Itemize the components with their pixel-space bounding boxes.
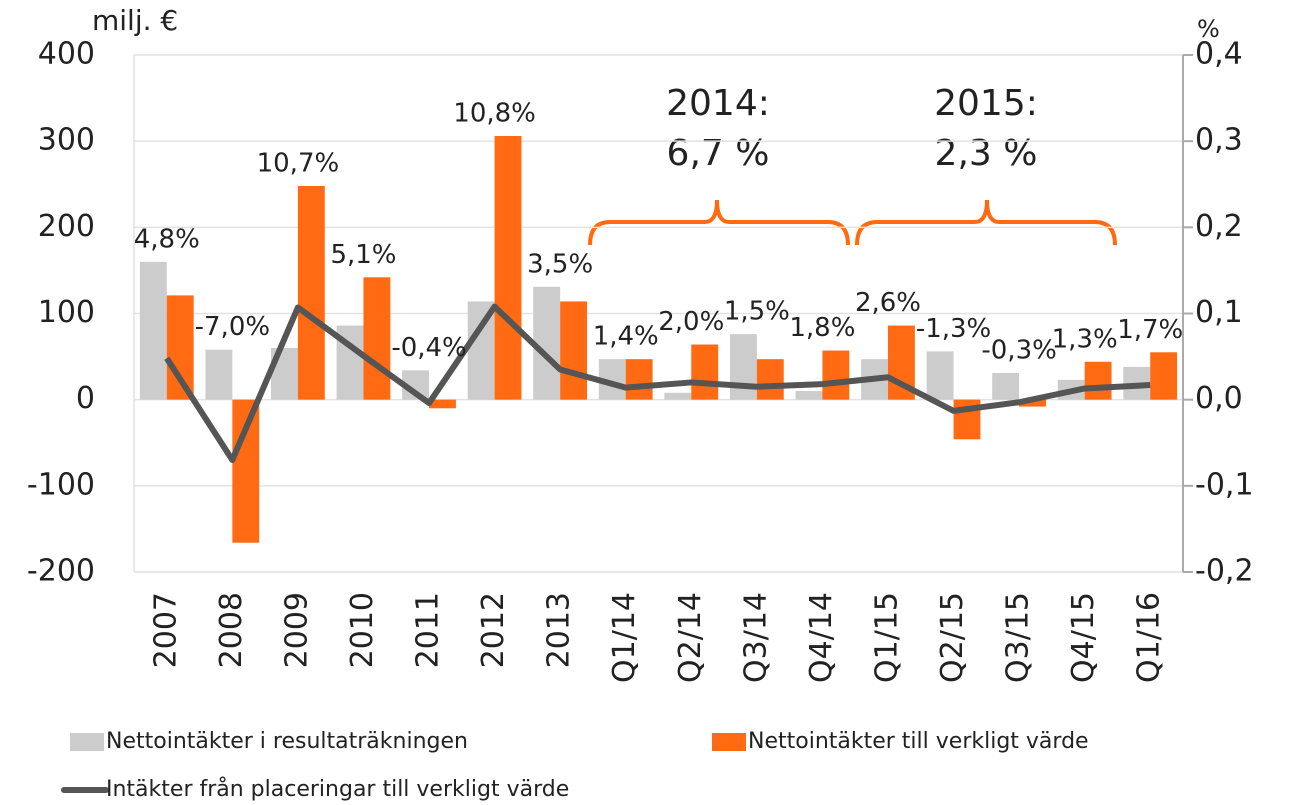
bar bbox=[205, 349, 233, 400]
data-label: -0,3% bbox=[981, 335, 1056, 365]
y2-tick-label: 0,4 bbox=[1195, 37, 1243, 72]
bar bbox=[363, 277, 391, 400]
data-label: 3,5% bbox=[527, 249, 593, 279]
x-tick-label: Q2/14 bbox=[673, 592, 708, 683]
bar bbox=[494, 135, 522, 400]
bar bbox=[1019, 399, 1046, 407]
x-tick-label: 2007 bbox=[148, 592, 183, 668]
legend-label: Nettointäkter i resultaträkningen bbox=[106, 729, 468, 754]
x-tick-label: 2008 bbox=[214, 592, 249, 668]
brace bbox=[855, 199, 1117, 246]
bar bbox=[795, 391, 823, 400]
data-label: 10,7% bbox=[257, 148, 340, 178]
bar bbox=[625, 359, 653, 400]
y2-tick-label: -0,1 bbox=[1195, 467, 1254, 502]
y-tick-label: 400 bbox=[38, 37, 95, 72]
y-tick-label: 300 bbox=[38, 123, 95, 158]
legend-swatch bbox=[70, 733, 104, 751]
bar bbox=[691, 344, 719, 400]
bar bbox=[822, 350, 850, 400]
x-tick-label: Q1/16 bbox=[1132, 592, 1167, 683]
data-label: 1,4% bbox=[593, 322, 659, 352]
x-tick-label: Q1/14 bbox=[607, 592, 642, 683]
annotation: 2015: bbox=[934, 83, 1038, 124]
data-label: 1,5% bbox=[724, 297, 790, 327]
data-label: 2,6% bbox=[855, 288, 921, 318]
y2-tick-label: 0,2 bbox=[1195, 209, 1243, 244]
y-axis-label: milj. € bbox=[92, 4, 178, 37]
y-tick-label: 0 bbox=[76, 381, 95, 416]
y-tick-label: 100 bbox=[38, 295, 95, 330]
data-label: 1,7% bbox=[1117, 315, 1183, 345]
annotation: 6,7 % bbox=[667, 133, 770, 174]
bar bbox=[1084, 361, 1112, 400]
y-tick-label: -200 bbox=[27, 554, 95, 589]
bar bbox=[533, 286, 561, 400]
bar bbox=[729, 334, 757, 400]
data-label: -1,3% bbox=[916, 314, 991, 344]
x-tick-label: Q4/14 bbox=[804, 592, 839, 683]
bar bbox=[560, 301, 588, 400]
x-tick-label: Q2/15 bbox=[935, 592, 970, 683]
data-label: 4,8% bbox=[134, 224, 200, 254]
data-label: 10,8% bbox=[453, 98, 536, 128]
data-label: 1,3% bbox=[1052, 324, 1118, 354]
data-label: 2,0% bbox=[658, 307, 724, 337]
data-label: 1,8% bbox=[789, 313, 855, 343]
x-tick-label: Q4/15 bbox=[1066, 592, 1101, 683]
x-tick-label: 2010 bbox=[345, 592, 380, 668]
annotation: 2,3 % bbox=[935, 133, 1038, 174]
x-tick-label: Q1/15 bbox=[869, 592, 904, 683]
y2-tick-label: 0,3 bbox=[1195, 123, 1243, 158]
x-tick-label: Q3/15 bbox=[1001, 592, 1036, 683]
legend-swatch bbox=[712, 733, 746, 751]
legend-label: Nettointäkter till verkligt värde bbox=[748, 729, 1089, 754]
brace bbox=[588, 199, 850, 246]
data-label: -7,0% bbox=[195, 312, 270, 342]
y2-axis-label: % bbox=[1197, 15, 1220, 43]
y2-tick-label: 0,0 bbox=[1195, 381, 1243, 416]
bar bbox=[756, 359, 784, 400]
legend-label: Intäkter från placeringar till verkligt … bbox=[106, 776, 569, 801]
x-tick-label: 2013 bbox=[542, 592, 577, 668]
x-tick-label: 2009 bbox=[279, 592, 314, 668]
bar bbox=[992, 372, 1020, 400]
line bbox=[164, 303, 1151, 463]
x-tick-label: 2011 bbox=[411, 592, 446, 668]
bar bbox=[1150, 352, 1178, 400]
x-tick-label: 2012 bbox=[476, 592, 511, 668]
y-tick-label: 200 bbox=[38, 209, 95, 244]
data-label: 5,1% bbox=[330, 240, 396, 270]
y-tick-label: -100 bbox=[27, 467, 95, 502]
bar bbox=[297, 185, 325, 400]
annotation: 2014: bbox=[666, 83, 770, 124]
bar bbox=[664, 392, 692, 400]
bar bbox=[429, 399, 456, 409]
y2-tick-label: -0,2 bbox=[1195, 554, 1254, 589]
data-label: -0,4% bbox=[391, 333, 466, 363]
bar bbox=[926, 351, 954, 400]
bar bbox=[139, 261, 167, 400]
x-tick-label: Q3/14 bbox=[738, 592, 773, 683]
y2-tick-label: 0,1 bbox=[1195, 295, 1243, 330]
